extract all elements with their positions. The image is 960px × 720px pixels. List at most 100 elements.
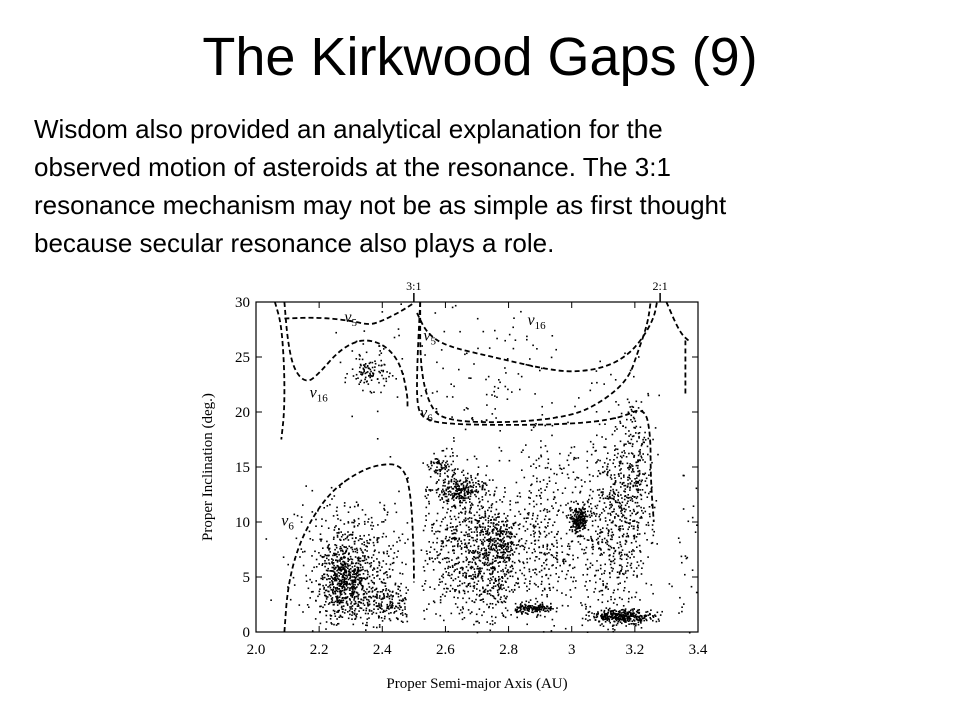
asteroid-point [371,528,373,530]
asteroid-point [526,512,529,515]
asteroid-point [447,469,450,471]
asteroid-point [487,500,489,503]
asteroid-point [484,588,487,591]
asteroid-point [436,462,439,465]
asteroid-point [353,543,356,545]
asteroid-point [451,416,453,418]
asteroid-point [620,510,622,512]
asteroid-point [491,623,494,626]
asteroid-point [619,610,621,612]
asteroid-point [475,540,478,543]
asteroid-point [611,531,614,534]
asteroid-point [638,484,641,486]
asteroid-point [556,514,558,516]
asteroid-point [386,574,388,576]
asteroid-point [515,611,518,614]
asteroid-point [439,499,442,501]
asteroid-point [569,564,571,566]
asteroid-point [319,588,321,590]
asteroid-point [343,555,345,558]
asteroid-point [605,615,607,617]
asteroid-point [637,470,639,473]
asteroid-point [325,614,328,617]
asteroid-point [321,556,323,558]
asteroid-point [349,555,352,558]
asteroid-point [567,543,570,545]
asteroid-point [429,586,431,588]
asteroid-point [499,586,502,589]
asteroid-point [537,607,540,609]
asteroid-point [476,551,479,553]
asteroid-point [382,589,385,591]
asteroid-point [536,514,539,517]
asteroid-point [435,530,437,533]
asteroid-point [495,540,497,542]
asteroid-point [440,468,442,471]
asteroid-point [351,608,353,610]
asteroid-point [577,522,580,524]
asteroid-point [518,540,520,543]
asteroid-point [572,523,575,525]
asteroid-point [555,610,558,613]
asteroid-point [553,625,555,627]
asteroid-point [629,615,631,618]
asteroid-point [638,459,641,461]
asteroid-point [347,567,349,569]
asteroid-point [453,437,455,439]
asteroid-point [480,525,482,528]
asteroid-point [557,489,559,491]
asteroid-point [498,545,500,547]
asteroid-point [530,465,532,467]
asteroid-point [623,498,626,501]
asteroid-point [482,544,484,546]
asteroid-point [378,606,381,608]
asteroid-point [495,517,497,519]
resonance-markers: 3:1 2:1 [406,279,668,302]
asteroid-point [340,585,343,588]
asteroid-point [510,526,513,528]
asteroid-point [352,531,354,534]
asteroid-point [620,412,623,415]
asteroid-point [467,542,470,545]
asteroid-point [498,587,501,589]
y-tick-label: 15 [235,460,250,476]
asteroid-point [463,546,466,548]
asteroid-point [634,596,637,598]
asteroid-point [597,569,599,572]
asteroid-point [595,530,597,533]
asteroid-point [601,618,604,620]
asteroid-point [694,531,697,533]
asteroid-point [618,564,621,567]
asteroid-point [335,544,338,547]
asteroid-point [355,547,358,550]
asteroid-point [615,616,618,618]
asteroid-point [453,495,455,498]
asteroid-point [602,488,604,490]
asteroid-point [436,472,439,475]
asteroid-point [556,473,558,476]
asteroid-point [608,558,611,561]
asteroid-point [566,459,569,462]
asteroid-point [609,492,611,494]
asteroid-point [353,571,355,573]
asteroid-point [359,616,362,619]
asteroid-point [505,557,507,559]
asteroid-point [287,586,289,588]
asteroid-point [424,559,427,562]
asteroid-point [396,396,399,398]
asteroid-point [571,491,574,494]
asteroid-point [349,577,351,579]
asteroid-point [490,539,492,541]
asteroid-point [617,620,620,623]
asteroid-point [371,366,374,369]
asteroid-point [302,564,305,567]
asteroid-point [334,574,337,577]
asteroid-point [468,520,471,523]
asteroid-point [575,457,577,460]
asteroid-point [402,599,405,602]
asteroid-point [555,573,557,575]
asteroid-point [518,559,520,562]
asteroid-point [334,590,336,593]
asteroid-point [341,576,344,578]
asteroid-point [361,588,363,591]
